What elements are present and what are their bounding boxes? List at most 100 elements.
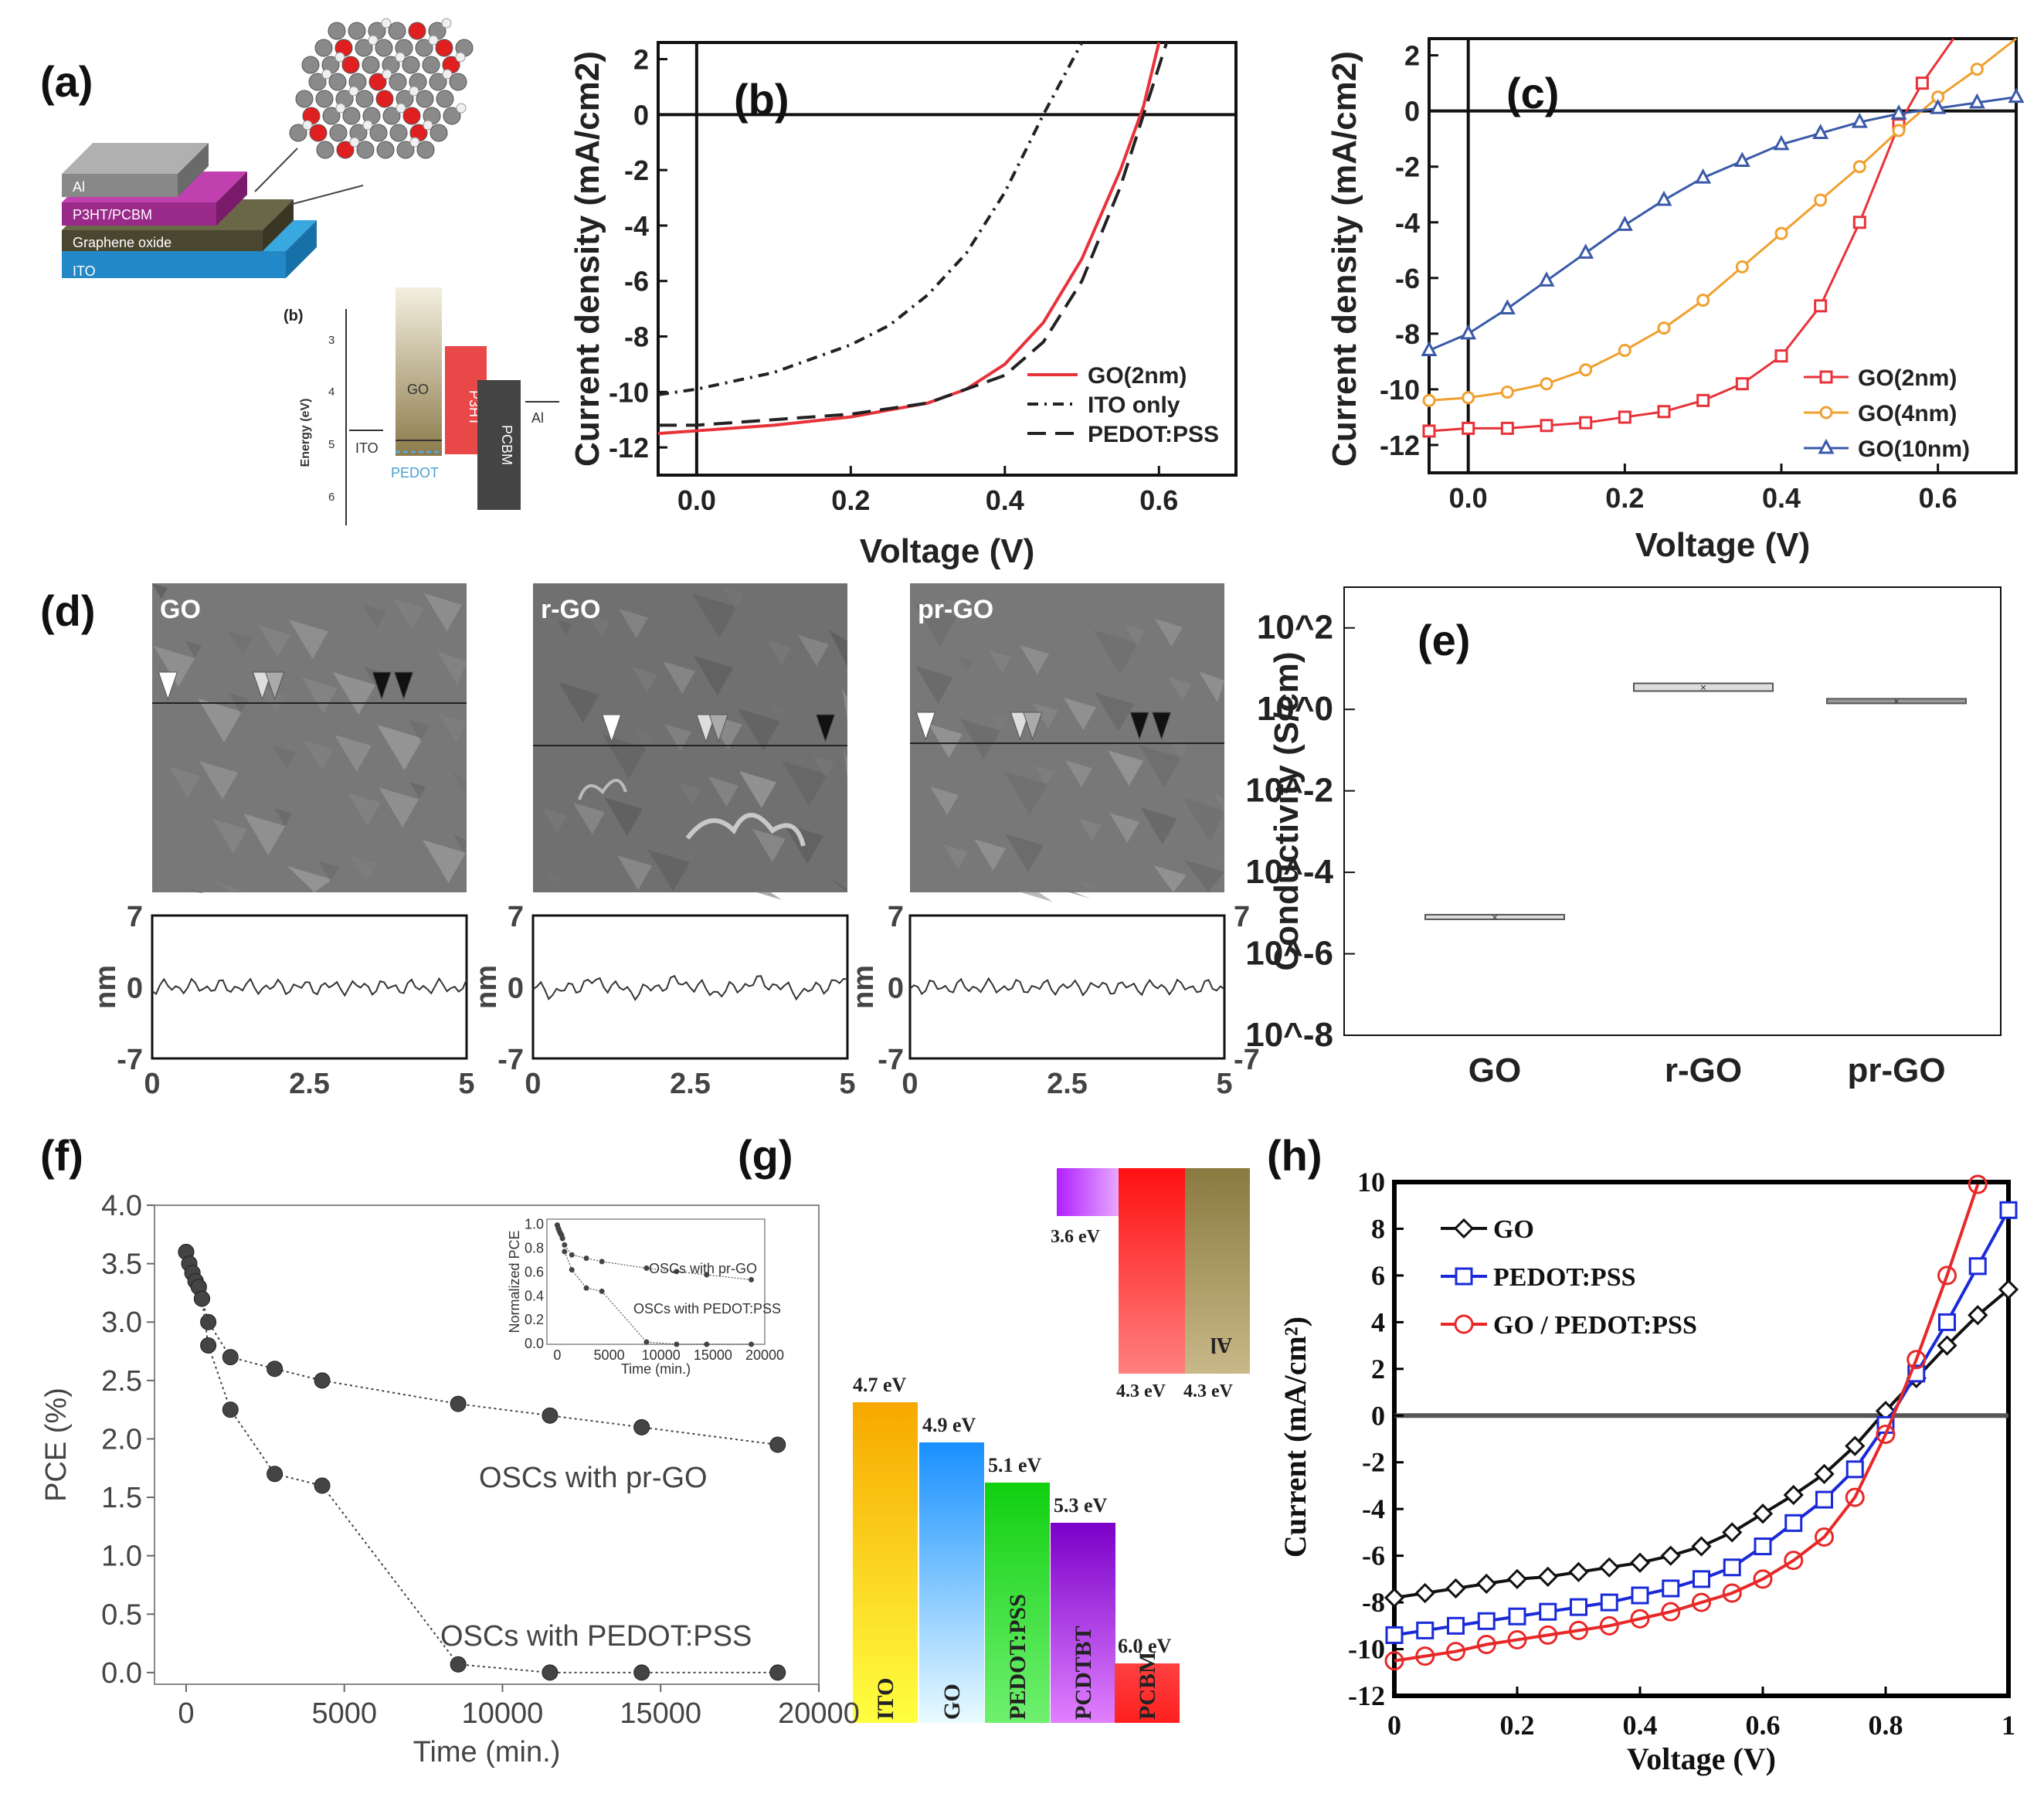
x-tick-label: 20000: [778, 1697, 860, 1730]
afm-flake: [679, 844, 697, 862]
atom: [455, 52, 466, 63]
atom: [328, 22, 346, 40]
data-point: [1845, 1487, 1865, 1507]
afm-marker: [158, 671, 178, 701]
afm-flake: [664, 724, 691, 751]
data-point: [542, 1407, 559, 1424]
afm-image-label: GO: [160, 595, 201, 624]
data-point: [1507, 1629, 1527, 1649]
data-point: [1851, 112, 1868, 128]
energy-bar-label: PEDOT:PSS: [1005, 1594, 1030, 1720]
afm-flake: [619, 609, 648, 638]
data-point: [1500, 386, 1514, 399]
data-point: [1970, 63, 1984, 76]
panel-label: (h): [1267, 1131, 1322, 1180]
data-point: [1629, 1552, 1651, 1573]
afm-marker: [1023, 712, 1043, 741]
atom: [435, 39, 453, 57]
afm-flake: [1108, 750, 1143, 786]
y-tick-label: -6: [1395, 263, 1420, 294]
y-tick-label: -10: [1348, 1634, 1385, 1665]
data-point: [1783, 1484, 1804, 1506]
data-point: [1968, 1305, 1988, 1326]
inset-point: [559, 1235, 565, 1242]
layer-label: Graphene oxide: [73, 235, 171, 250]
energy-bar-go: [919, 1442, 984, 1723]
atom: [356, 141, 375, 159]
afm-flake: [1005, 834, 1044, 872]
data-point: [200, 1313, 217, 1330]
energy-tick: 5: [328, 438, 334, 451]
data-point: [1476, 1635, 1496, 1654]
atom: [442, 69, 453, 80]
data-point: [1695, 168, 1712, 184]
energy-value: 4.3 eV: [1116, 1381, 1166, 1401]
panel-label: (c): [1506, 69, 1559, 117]
chart-c: (c) 0.0 0.2 0.4 0.6 2 0 -2 -4 -6 -8 -10 -12 Voltage (…: [1326, 37, 2025, 564]
y-tick-label: 2: [1371, 1354, 1385, 1384]
y-tick-label: -6: [1362, 1541, 1385, 1571]
atom: [334, 52, 345, 63]
y-tick-label: 10: [1357, 1167, 1385, 1198]
data-point: [1657, 405, 1671, 419]
afm-flake: [958, 656, 973, 671]
afm-flake: [930, 786, 959, 815]
panel-label: (d): [40, 586, 96, 635]
layer-p3ht-front: [62, 202, 216, 226]
chart-e: (e) 10^2 10^0 10^-2 10^-4 10^-6 10^-8 GO × r-GO × p…: [1245, 586, 2002, 1089]
data-point: [222, 1349, 239, 1366]
series-line: [1428, 37, 2017, 402]
y-tick-label: 7: [508, 901, 524, 933]
series-line-pedot-pss: [658, 42, 1169, 427]
profile-line: [532, 974, 848, 1001]
afm-flake: [739, 771, 776, 808]
atom: [375, 39, 393, 57]
afm-marker: [1129, 712, 1149, 741]
profile-frame: [151, 914, 468, 1060]
afm-flake: [782, 761, 827, 807]
layer-al-top: [62, 143, 209, 174]
legend-marker: [1454, 1314, 1474, 1334]
legend-marker: [1455, 1267, 1473, 1286]
y-tick-label: 0: [127, 973, 143, 1005]
afm-flake: [617, 855, 652, 890]
atom: [449, 73, 467, 91]
afm-flake: [827, 876, 847, 892]
inset-point: [562, 1249, 568, 1255]
atom: [329, 124, 348, 142]
data-point: [1660, 1545, 1681, 1566]
legend-marker: [1453, 1218, 1475, 1239]
afm-marker: [815, 714, 836, 743]
afm-flake: [185, 640, 202, 657]
y-axis-title: nm: [90, 965, 122, 1009]
atom: [309, 124, 328, 142]
inset-frame: [546, 1218, 766, 1345]
data-box: [1424, 913, 1565, 920]
y-tick-label: 7: [127, 901, 143, 933]
data-point: [1618, 343, 1631, 357]
layer-p3ht-side: [216, 172, 247, 226]
afm-flake: [663, 661, 695, 694]
plot-frame: [1343, 586, 2002, 1036]
afm-flake: [1140, 807, 1177, 844]
data-point: [1930, 98, 1947, 114]
afm-flake: [844, 750, 847, 779]
afm-flake: [943, 844, 968, 869]
atom: [315, 90, 334, 108]
data-point: [267, 1466, 284, 1483]
atom: [362, 56, 380, 74]
inset-point: [643, 1265, 650, 1271]
afm-flake: [945, 598, 964, 617]
atom: [423, 120, 433, 131]
x-tick-label: 0: [1387, 1710, 1401, 1741]
data-point: [1968, 1174, 1988, 1194]
y-tick-label: -2: [624, 155, 649, 186]
atom: [429, 73, 447, 91]
plot-frame: [657, 41, 1238, 477]
x-tick-label: 0.8: [1869, 1710, 1903, 1741]
energy-bar-top: [1185, 1168, 1250, 1374]
afm-flake: [1139, 745, 1181, 787]
data-point: [1616, 216, 1633, 231]
